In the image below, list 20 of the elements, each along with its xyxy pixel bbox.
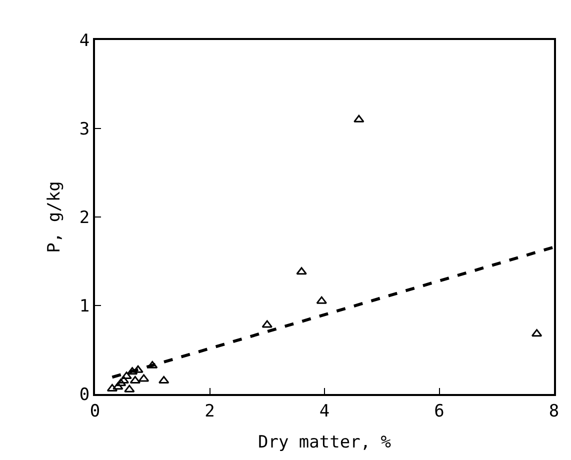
point <box>121 372 132 380</box>
x-tick-label: 2 <box>204 401 215 422</box>
point <box>316 296 327 304</box>
x-tick-label: 4 <box>319 401 330 422</box>
point <box>147 360 158 368</box>
x-axis-title: Dry matter, % <box>258 432 392 452</box>
y-axis-title: P, g/kg <box>44 181 64 253</box>
x-tick-label: 8 <box>548 401 560 422</box>
point <box>124 384 135 392</box>
point <box>354 114 364 122</box>
point <box>132 365 144 373</box>
y-tick-label: 3 <box>79 119 90 140</box>
point <box>296 267 307 275</box>
x-tick-label: 6 <box>434 401 444 422</box>
y-tick-label: 4 <box>79 30 90 51</box>
point <box>262 320 272 328</box>
y-tick-label: 0 <box>79 384 90 405</box>
point <box>112 382 124 390</box>
y-tick-label: 2 <box>79 208 90 228</box>
y-tick-label: 1 <box>79 296 90 316</box>
